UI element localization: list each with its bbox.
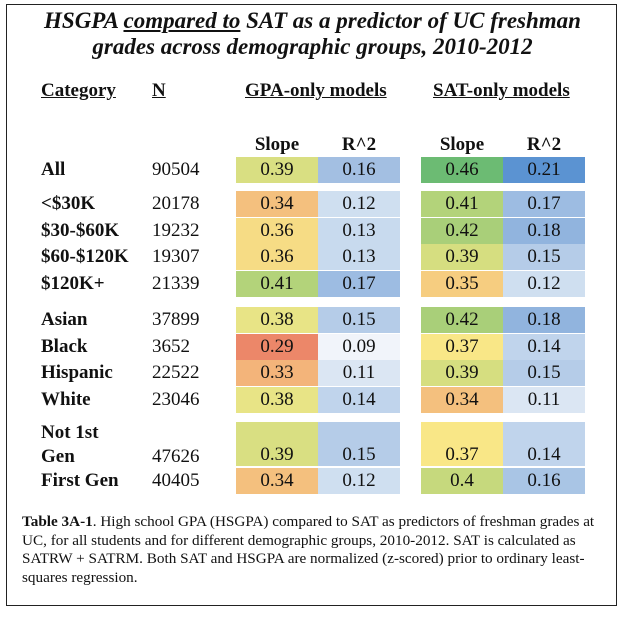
cell-gpa-r2: 0.14 (318, 387, 400, 413)
header-sat-r2: R^2 (526, 134, 562, 155)
row-label: $120K+ (41, 273, 105, 294)
cell-sat-r2: 0.16 (503, 468, 585, 494)
row-label: Hispanic (41, 362, 113, 383)
cell-gpa-r2: 0.11 (318, 360, 400, 386)
title-underlined: compared to (123, 8, 241, 33)
cell-sat-r2: 0.18 (503, 218, 585, 244)
row-n: 23046 (152, 389, 200, 410)
cell-sat-r2: 0.15 (503, 360, 585, 386)
row-n: 19232 (152, 220, 200, 241)
cell-sat-slope: 0.39 (421, 360, 503, 386)
cell-sat-slope: 0.37 (421, 422, 503, 466)
caption-text: . High school GPA (HSGPA) compared to SA… (22, 513, 595, 586)
row-label: All (41, 159, 66, 180)
cell-sat-slope: 0.46 (421, 157, 503, 183)
header-n: N (152, 80, 166, 101)
cell-gpa-r2: 0.13 (318, 218, 400, 244)
cell-sat-slope: 0.42 (421, 307, 503, 333)
cell-gpa-r2: 0.12 (318, 191, 400, 217)
cell-sat-r2: 0.15 (503, 244, 585, 270)
title-part2: SAT as a predictor of UC freshman (240, 8, 581, 33)
row-n: 22522 (152, 362, 200, 383)
cell-gpa-r2: 0.13 (318, 244, 400, 270)
cell-sat-slope: 0.35 (421, 271, 503, 297)
cell-sat-r2: 0.17 (503, 191, 585, 217)
cell-gpa-r2: 0.16 (318, 157, 400, 183)
cell-gpa-slope: 0.39 (236, 157, 318, 183)
row-label: $30-$60K (41, 220, 120, 241)
row-n: 19307 (152, 246, 200, 267)
row-label: Not 1st (41, 422, 99, 443)
row-n: 3652 (152, 336, 190, 357)
row-label: $60-$120K (41, 246, 129, 267)
cell-sat-r2: 0.11 (503, 387, 585, 413)
row-label: Black (41, 336, 88, 357)
cell-sat-slope: 0.34 (421, 387, 503, 413)
title-line2: grades across demographic groups, 2010-2… (92, 34, 533, 59)
cell-gpa-slope: 0.29 (236, 334, 318, 360)
caption: Table 3A-1. High school GPA (HSGPA) comp… (22, 513, 607, 587)
row-n: 20178 (152, 193, 200, 214)
header-sat-slope: Slope (439, 134, 485, 155)
cell-sat-r2: 0.21 (503, 157, 585, 183)
cell-gpa-r2: 0.15 (318, 422, 400, 466)
row-label: Asian (41, 309, 88, 330)
cell-gpa-slope: 0.38 (236, 387, 318, 413)
cell-gpa-slope: 0.34 (236, 468, 318, 494)
cell-gpa-slope: 0.41 (236, 271, 318, 297)
chart-title: HSGPA compared to SAT as a predictor of … (0, 8, 625, 60)
cell-gpa-slope: 0.34 (236, 191, 318, 217)
header-category: Category (41, 80, 116, 101)
row-label: First Gen (41, 470, 119, 491)
cell-sat-slope: 0.39 (421, 244, 503, 270)
figure-frame (6, 4, 617, 606)
header-gpa-models: GPA-only models (245, 80, 387, 101)
cell-gpa-slope: 0.33 (236, 360, 318, 386)
cell-gpa-r2: 0.12 (318, 468, 400, 494)
row-n: 21339 (152, 273, 200, 294)
cell-sat-slope: 0.41 (421, 191, 503, 217)
cell-gpa-r2: 0.17 (318, 271, 400, 297)
row-n: 90504 (152, 159, 200, 180)
cell-sat-r2: 0.12 (503, 271, 585, 297)
cell-gpa-r2: 0.15 (318, 307, 400, 333)
cell-sat-r2: 0.14 (503, 422, 585, 466)
row-label: Gen (41, 446, 75, 467)
header-gpa-r2: R^2 (341, 134, 377, 155)
row-n: 47626 (152, 446, 200, 467)
row-label: White (41, 389, 91, 410)
caption-label: Table 3A-1 (22, 513, 93, 530)
cell-gpa-r2: 0.09 (318, 334, 400, 360)
row-n: 37899 (152, 309, 200, 330)
cell-sat-r2: 0.18 (503, 307, 585, 333)
cell-gpa-slope: 0.39 (236, 422, 318, 466)
cell-sat-r2: 0.14 (503, 334, 585, 360)
cell-gpa-slope: 0.38 (236, 307, 318, 333)
cell-gpa-slope: 0.36 (236, 244, 318, 270)
row-n: 40405 (152, 470, 200, 491)
row-label: <$30K (41, 193, 96, 214)
cell-sat-slope: 0.4 (421, 468, 503, 494)
title-part1: HSGPA (44, 8, 124, 33)
cell-sat-slope: 0.37 (421, 334, 503, 360)
header-gpa-slope: Slope (254, 134, 300, 155)
cell-gpa-slope: 0.36 (236, 218, 318, 244)
cell-sat-slope: 0.42 (421, 218, 503, 244)
header-sat-models: SAT-only models (433, 80, 570, 101)
